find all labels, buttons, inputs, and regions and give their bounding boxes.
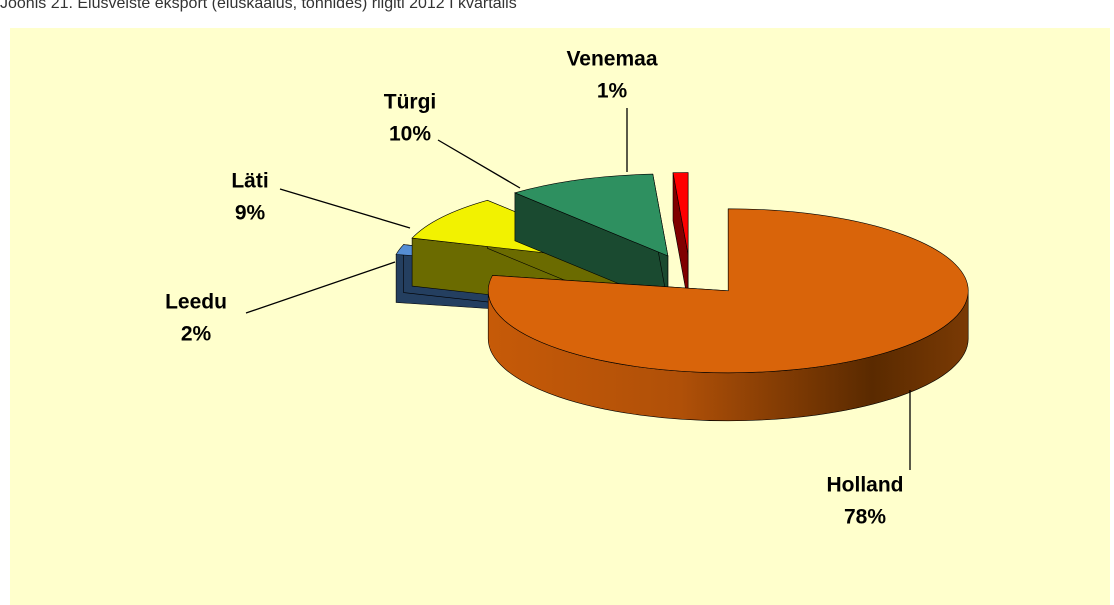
slice-label: Leedu xyxy=(165,291,227,314)
slice-value-label: 10% xyxy=(389,123,431,146)
leader-line xyxy=(279,188,411,229)
slice-label: Türgi xyxy=(384,91,437,114)
leader-line xyxy=(245,261,396,314)
leader-line xyxy=(437,139,521,189)
chart-title: Joonis 21. Elusveiste eksport (eluskaalu… xyxy=(0,0,517,12)
pie xyxy=(395,172,969,422)
slice-label: Venemaa xyxy=(566,48,657,71)
labels: Holland 78% Leedu 2% Läti 9% Türgi 10% Venemaa 1% xyxy=(165,48,911,529)
slice xyxy=(513,173,669,257)
slice-value-label: 9% xyxy=(235,202,266,225)
slice-label: Läti xyxy=(231,170,268,193)
slice xyxy=(487,208,969,374)
slice-label: Holland xyxy=(827,474,904,497)
slice xyxy=(672,172,689,255)
slice-value-label: 1% xyxy=(597,80,628,103)
slice-value-label: 2% xyxy=(181,323,212,346)
slice-value-label: 78% xyxy=(844,506,886,529)
